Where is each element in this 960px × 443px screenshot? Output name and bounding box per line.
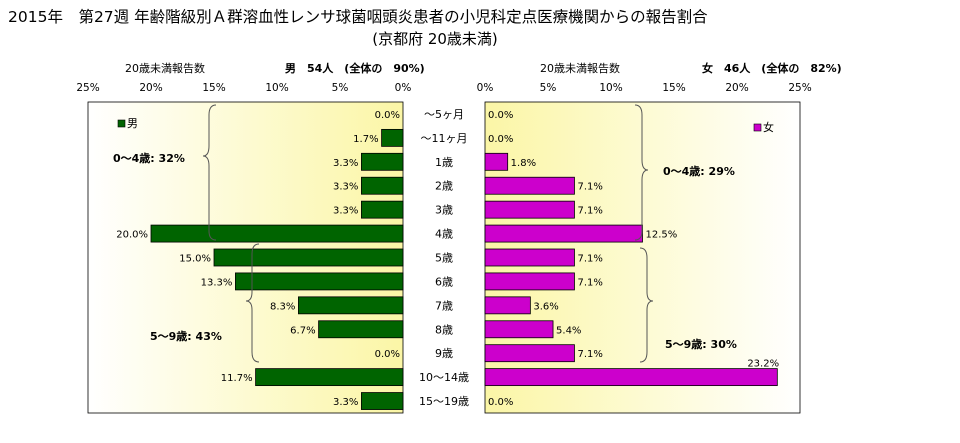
- male-bars: 0.0% 1.7% 3.3% 3.3% 3.3% 20.0% 15.0% 13.3% 8.3% 6…: [116, 110, 404, 410]
- female-data-label: 7.1%: [577, 277, 602, 288]
- female-group-0-4-label: 0～4歳: 29%: [663, 164, 735, 178]
- male-group-0-4-label: 0～4歳: 32%: [113, 151, 185, 165]
- female-summary-header: 女 46人 (全体の 82%): [702, 61, 842, 75]
- female-bar: [484, 272, 575, 291]
- chart-subtitle: (京都府 20歳未満): [372, 30, 498, 48]
- male-data-label: 13.3%: [201, 277, 233, 288]
- male-bar: [361, 152, 404, 171]
- female-data-label: 7.1%: [577, 206, 602, 217]
- male-data-label: 6.7%: [290, 325, 315, 336]
- male-data-label: 15.0%: [179, 254, 211, 265]
- female-brace-5-9: [639, 247, 654, 363]
- female-group-5-9-label: 5～9歳: 30%: [665, 337, 737, 351]
- male-x-tick-label: 5%: [332, 82, 349, 94]
- male-bar: [361, 176, 404, 195]
- category-label: 15～19歳: [419, 395, 469, 408]
- female-x-tick-label: 5%: [540, 82, 557, 94]
- category-label: 10～14歳: [419, 371, 469, 384]
- category-label: 7歳: [435, 299, 453, 312]
- female-x-tick-label: 15%: [662, 82, 685, 94]
- category-label: 4歳: [435, 228, 453, 241]
- male-x-tick-label: 15%: [202, 82, 225, 94]
- male-brace-5-9: [245, 243, 260, 363]
- female-bar: [484, 320, 554, 339]
- male-bar: [361, 200, 404, 219]
- female-bar: [484, 344, 575, 363]
- category-label: 9歳: [435, 347, 453, 360]
- female-data-label: 5.4%: [556, 325, 581, 336]
- male-bar: [213, 248, 404, 267]
- male-legend-swatch: [117, 119, 126, 128]
- male-summary-header: 男 54人 (全体の 90%): [285, 61, 425, 75]
- male-data-label: 0.0%: [375, 349, 400, 360]
- male-bar: [361, 392, 404, 410]
- male-bar: [255, 368, 404, 387]
- male-data-label: 3.3%: [333, 397, 358, 408]
- male-data-label: 3.3%: [333, 158, 358, 169]
- male-brace-0-4: [202, 104, 217, 241]
- female-data-label: 7.1%: [577, 182, 602, 193]
- female-data-label: 23.2%: [747, 359, 779, 370]
- male-data-label: 3.3%: [333, 182, 358, 193]
- category-label: 5歳: [435, 252, 453, 265]
- male-data-label: 20.0%: [116, 230, 148, 241]
- female-bar: [484, 248, 575, 267]
- female-data-label: 12.5%: [646, 230, 678, 241]
- female-data-label: 7.1%: [577, 349, 602, 360]
- male-data-label: 3.3%: [333, 206, 358, 217]
- category-label: 1歳: [435, 156, 453, 169]
- female-data-label: 1.8%: [511, 158, 536, 169]
- male-bar: [150, 224, 404, 243]
- male-data-label: 1.7%: [353, 134, 378, 145]
- female-bar: [484, 200, 575, 219]
- female-x-tick-label: 10%: [599, 82, 622, 94]
- female-bar: [484, 176, 575, 195]
- female-x-tick-label: 25%: [788, 82, 811, 94]
- female-bars: 0.0% 0.0% 1.8% 7.1% 7.1% 12.5% 7.1% 7.1% 3.6% 5.4…: [484, 110, 779, 408]
- female-data-label: 0.0%: [488, 397, 513, 408]
- category-label: 2歳: [435, 180, 453, 193]
- female-data-label: 0.0%: [488, 134, 513, 145]
- female-bar: [484, 152, 509, 171]
- male-data-label: 11.7%: [221, 373, 253, 384]
- female-bar: [484, 296, 531, 315]
- female-data-label: 7.1%: [577, 254, 602, 265]
- male-data-label: 0.0%: [375, 110, 400, 121]
- male-bar: [235, 272, 404, 291]
- male-legend-label: 男: [127, 117, 138, 130]
- category-label: 3歳: [435, 204, 453, 217]
- male-x-tick-label: 25%: [76, 82, 99, 94]
- age-category-labels: ～5ヶ月 ～11ヶ月 1歳 2歳 3歳 4歳 5歳 6歳 7歳 8歳 9歳 10～14歳 15～19歳: [419, 108, 469, 408]
- female-x-axis-ticks: 0% 5% 10% 15% 20% 25%: [477, 82, 812, 94]
- male-x-tick-label: 20%: [139, 82, 162, 94]
- male-data-label: 8.3%: [270, 301, 295, 312]
- female-x-tick-label: 20%: [725, 82, 748, 94]
- male-bar: [318, 320, 404, 339]
- category-label: 8歳: [435, 323, 453, 336]
- female-bar: [484, 368, 778, 387]
- male-x-tick-label: 10%: [265, 82, 288, 94]
- female-x-tick-label: 0%: [477, 82, 494, 94]
- female-bar: [484, 224, 643, 243]
- male-bar: [381, 128, 404, 147]
- male-bar: [298, 296, 404, 315]
- male-x-axis-ticks: 25% 20% 15% 10% 5% 0%: [76, 82, 411, 94]
- male-group-5-9-label: 5～9歳: 43%: [150, 329, 222, 343]
- category-label: ～5ヶ月: [424, 108, 464, 121]
- female-axis-header: 20歳未満報告数: [540, 62, 620, 75]
- female-legend-label: 女: [763, 120, 774, 134]
- female-brace-0-4: [634, 104, 649, 241]
- category-label: ～11ヶ月: [421, 132, 468, 145]
- female-legend-swatch: [753, 123, 762, 132]
- male-x-tick-label: 0%: [395, 82, 412, 94]
- male-axis-header: 20歳未満報告数: [125, 62, 205, 75]
- chart-title: 2015年 第27週 年齢階級別Ａ群溶血性レンサ球菌咽頭炎患者の小児科定点医療機…: [8, 8, 708, 26]
- female-data-label: 0.0%: [488, 110, 513, 121]
- category-label: 6歳: [435, 275, 453, 288]
- female-data-label: 3.6%: [533, 301, 558, 312]
